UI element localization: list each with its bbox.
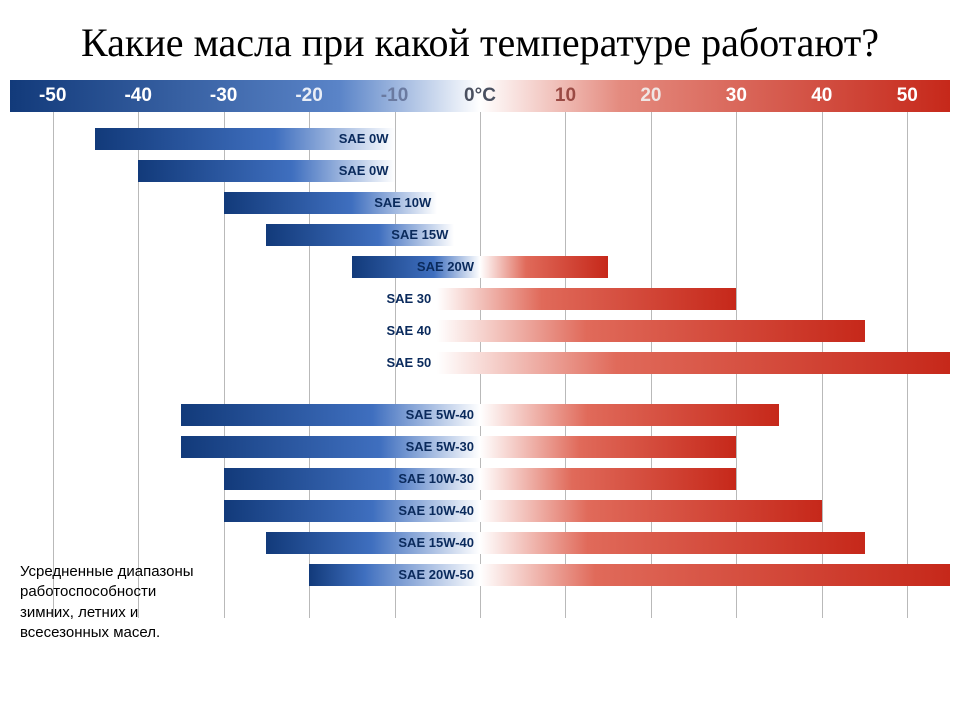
- bars-area: SAE 0W SAE 0W SAE 10W SAE 15W SAE 20W SAE 30 S…: [10, 112, 950, 590]
- bar-row: SAE 5W-30: [10, 432, 950, 462]
- bar-label: SAE 5W-40: [406, 404, 480, 426]
- bar-label: SAE 0W: [339, 128, 395, 150]
- bar-row: SAE 50: [10, 348, 950, 378]
- bar-label: SAE 30: [386, 288, 437, 310]
- axis-tick-label: -30: [210, 80, 237, 112]
- axis-tick-label: 50: [897, 80, 918, 112]
- bar-row: SAE 20W: [10, 252, 950, 282]
- axis-tick-label: -10: [381, 80, 408, 112]
- bar-label: SAE 10W: [374, 192, 437, 214]
- bar-row: SAE 0W: [10, 156, 950, 186]
- bar-row: SAE 10W-30: [10, 464, 950, 494]
- bar-label: SAE 15W-40: [398, 532, 480, 554]
- axis-tick-label: 10: [555, 80, 576, 112]
- temperature-bar: [224, 500, 822, 522]
- bar-label: SAE 5W-30: [406, 436, 480, 458]
- bar-row: SAE 10W: [10, 188, 950, 218]
- bar-label: SAE 40: [386, 320, 437, 342]
- temperature-bar: [437, 352, 950, 374]
- bar-row: SAE 15W-40: [10, 528, 950, 558]
- axis-header: -50 -40 -30 -20 -10 0°C 10 20 30 40 50: [10, 80, 950, 112]
- bar-row: SAE 0W: [10, 124, 950, 154]
- axis-tick-label: 40: [811, 80, 832, 112]
- axis-tick-label: -50: [39, 80, 66, 112]
- axis-tick-label: 0°C: [464, 80, 496, 112]
- bar-label: SAE 20W-50: [398, 564, 480, 586]
- bar-row: SAE 15W: [10, 220, 950, 250]
- bar-label: SAE 20W: [417, 256, 480, 278]
- chart-title: Какие масла при какой температуре работа…: [0, 0, 960, 80]
- bar-row: SAE 40: [10, 316, 950, 346]
- chart: -50-40-30-20-100°C1020304050 SAE 0WSAE 0…: [10, 80, 950, 610]
- bar-label: SAE 10W-40: [398, 500, 480, 522]
- bar-row: SAE 5W-40: [10, 400, 950, 430]
- bar-label: SAE 10W-30: [398, 468, 480, 490]
- axis-tick-label: -40: [124, 80, 151, 112]
- chart-caption: Усредненные диапазоны работоспособности …: [20, 562, 210, 643]
- temperature-bar: [437, 320, 864, 342]
- axis-tick-label: -20: [295, 80, 322, 112]
- axis-tick-label: 30: [726, 80, 747, 112]
- bar-label: SAE 15W: [391, 224, 454, 246]
- temperature-bar: [437, 288, 736, 310]
- axis-tick-label: 20: [640, 80, 661, 112]
- bar-row: SAE 10W-40: [10, 496, 950, 526]
- temperature-bar: [266, 532, 864, 554]
- bar-label: SAE 0W: [339, 160, 395, 182]
- bar-label: SAE 50: [386, 352, 437, 374]
- bar-row: SAE 30: [10, 284, 950, 314]
